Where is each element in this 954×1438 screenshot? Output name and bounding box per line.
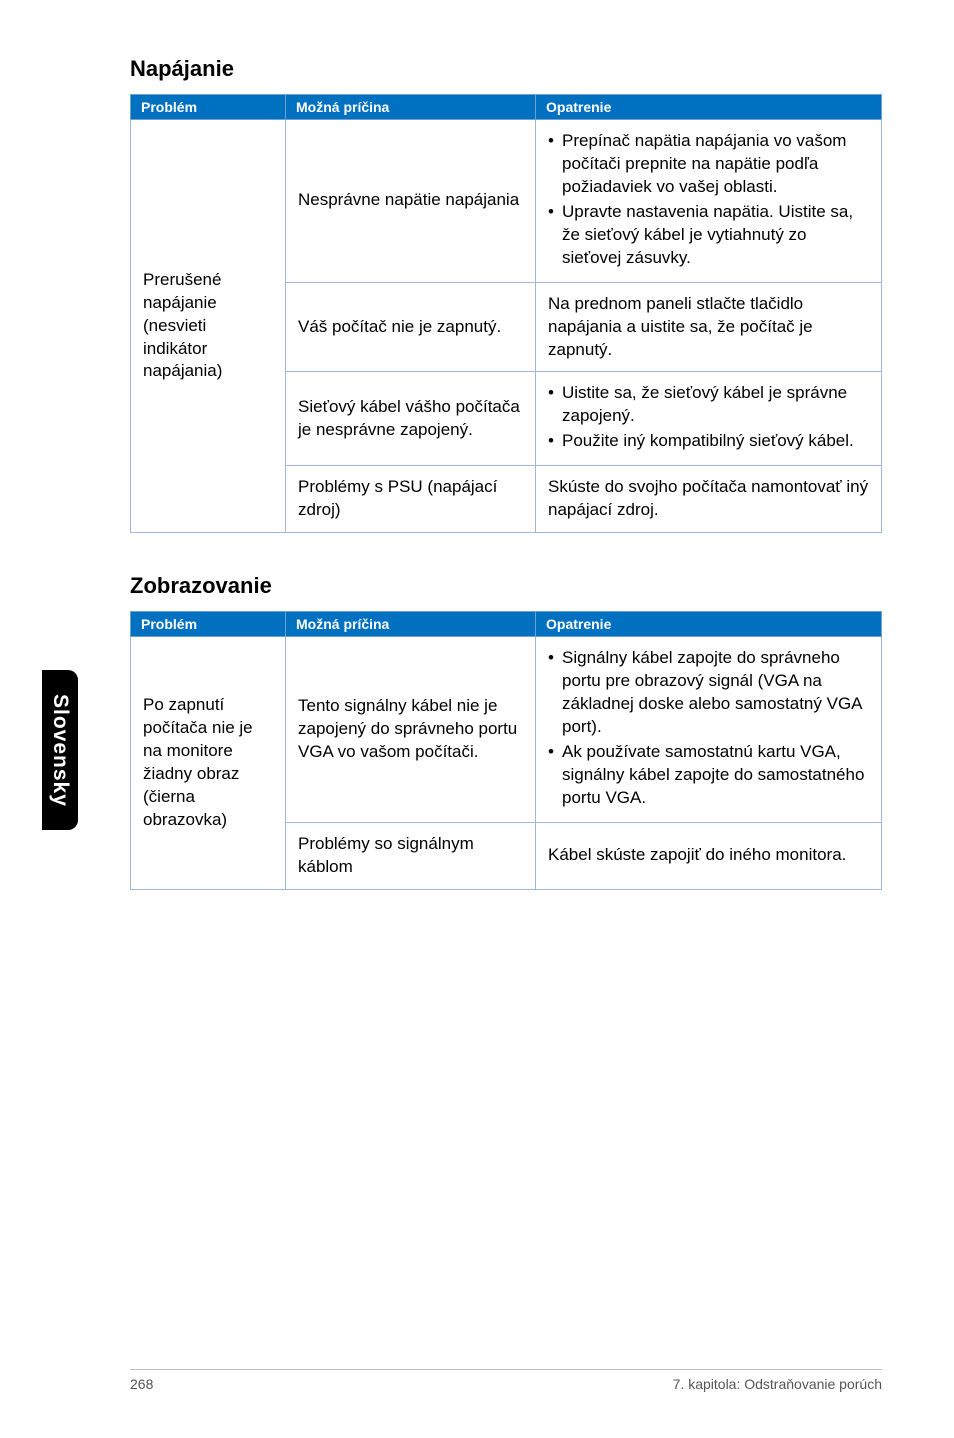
- cell-cause: Sieťový kábel vášho počítača je nesprávn…: [286, 372, 536, 466]
- page-number: 268: [130, 1376, 153, 1392]
- side-tab-label: Slovensky: [48, 694, 72, 807]
- header-cause: Možná príčina: [286, 612, 536, 637]
- list-item: Uistite sa, že sieťový kábel je správne …: [548, 382, 869, 428]
- cell-cause: Problémy s PSU (napájací zdroj): [286, 466, 536, 533]
- list-item: Upravte nastavenia napätia. Uistite sa, …: [548, 201, 869, 270]
- table-header-row: Problém Možná príčina Opatrenie: [131, 95, 882, 120]
- table-header-row: Problém Možná príčina Opatrenie: [131, 612, 882, 637]
- section-title-display: Zobrazovanie: [130, 573, 882, 599]
- list-item: Prepínač napätia napájania vo vašom počí…: [548, 130, 869, 199]
- list-item: Ak používate samostatnú kartu VGA, signá…: [548, 741, 869, 810]
- header-fix: Opatrenie: [536, 612, 882, 637]
- list-item: Použite iný kompatibilný sieťový kábel.: [548, 430, 869, 453]
- cell-cause: Váš počítač nie je zapnutý.: [286, 282, 536, 372]
- header-problem: Problém: [131, 612, 286, 637]
- cell-problem: Prerušené napájanie (nesvieti indikátor …: [131, 120, 286, 533]
- header-fix: Opatrenie: [536, 95, 882, 120]
- section-title-power: Napájanie: [130, 56, 882, 82]
- cell-fix: Kábel skúste zapojiť do iného monitora.: [536, 822, 882, 889]
- chapter-label: 7. kapitola: Odstraňovanie porúch: [673, 1376, 882, 1392]
- cell-fix: Signálny kábel zapojte do správneho port…: [536, 637, 882, 823]
- cell-cause: Problémy so signálnym káblom: [286, 822, 536, 889]
- table-row: Prerušené napájanie (nesvieti indikátor …: [131, 120, 882, 283]
- cell-cause: Tento signálny kábel nie je zapojený do …: [286, 637, 536, 823]
- display-table: Problém Možná príčina Opatrenie Po zapnu…: [130, 611, 882, 889]
- list-item: Signálny kábel zapojte do správneho port…: [548, 647, 869, 739]
- page-footer: 268 7. kapitola: Odstraňovanie porúch: [130, 1369, 882, 1392]
- table-row: Po zapnutí počítača nie je na monitore ž…: [131, 637, 882, 823]
- page-content: Napájanie Problém Možná príčina Opatreni…: [0, 0, 954, 890]
- header-problem: Problém: [131, 95, 286, 120]
- cell-fix: Prepínač napätia napájania vo vašom počí…: [536, 120, 882, 283]
- cell-fix: Skúste do svojho počítača namontovať iný…: [536, 466, 882, 533]
- cell-cause: Nesprávne napätie napájania: [286, 120, 536, 283]
- header-cause: Možná príčina: [286, 95, 536, 120]
- side-tab: Slovensky: [42, 670, 78, 830]
- cell-fix: Uistite sa, že sieťový kábel je správne …: [536, 372, 882, 466]
- cell-problem: Po zapnutí počítača nie je na monitore ž…: [131, 637, 286, 889]
- cell-fix: Na prednom paneli stlačte tlačidlo napáj…: [536, 282, 882, 372]
- power-table: Problém Možná príčina Opatrenie Prerušen…: [130, 94, 882, 533]
